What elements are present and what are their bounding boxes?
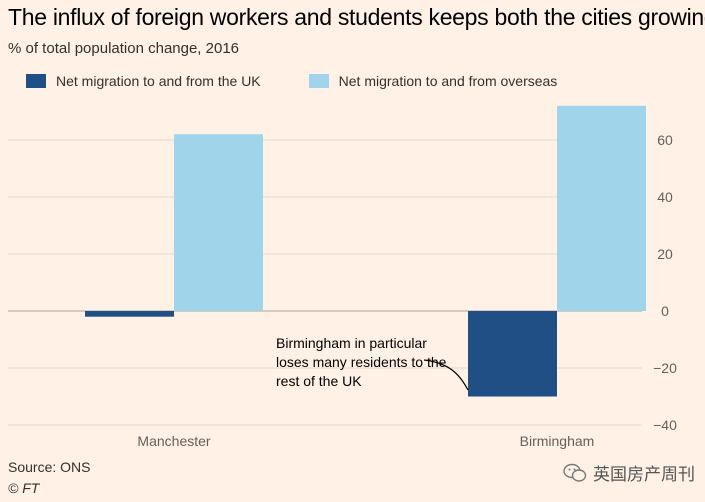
annotation-text: Birmingham in particular loses many resi… bbox=[276, 335, 447, 389]
y-tick-label: −20 bbox=[653, 360, 677, 376]
wechat-icon bbox=[563, 463, 587, 482]
y-tick-label: −40 bbox=[653, 417, 677, 433]
bar-manchester-uk bbox=[85, 311, 174, 317]
annotation-pointer bbox=[423, 359, 469, 391]
copyright-note: © FT bbox=[8, 480, 40, 496]
category-label: Birmingham bbox=[520, 433, 595, 449]
bar-manchester-overseas bbox=[174, 134, 263, 311]
legend-swatch-uk bbox=[26, 74, 46, 88]
legend-label-overseas: Net migration to and from overseas bbox=[338, 73, 558, 89]
bar-birmingham-uk bbox=[468, 311, 557, 397]
category-labels: Manchester Birmingham bbox=[137, 433, 594, 449]
watermark-text: 英国房产周刊 bbox=[593, 465, 695, 484]
chart-title: The influx of foreign workers and studen… bbox=[8, 4, 705, 30]
legend-item-overseas: Net migration to and from overseas bbox=[308, 73, 558, 89]
chart-subtitle: % of total population change, 2016 bbox=[8, 40, 240, 57]
y-tick-label: 0 bbox=[661, 303, 669, 319]
chart-legend: Net migration to and from the UK Net mig… bbox=[26, 73, 605, 89]
category-label: Manchester bbox=[137, 433, 210, 449]
y-tick-labels: 60 40 20 0 −20 −40 bbox=[653, 132, 677, 433]
y-tick-label: 20 bbox=[657, 246, 673, 262]
watermark: 英国房产周刊 bbox=[563, 460, 695, 485]
legend-label-uk: Net migration to and from the UK bbox=[56, 73, 261, 89]
legend-swatch-overseas bbox=[308, 74, 329, 88]
y-tick-label: 40 bbox=[657, 189, 673, 205]
source-note: Source: ONS bbox=[8, 459, 91, 475]
bars bbox=[85, 105, 646, 397]
legend-item-uk: Net migration to and from the UK bbox=[26, 73, 261, 89]
bar-birmingham-overseas bbox=[557, 105, 646, 311]
y-tick-label: 60 bbox=[657, 132, 673, 148]
